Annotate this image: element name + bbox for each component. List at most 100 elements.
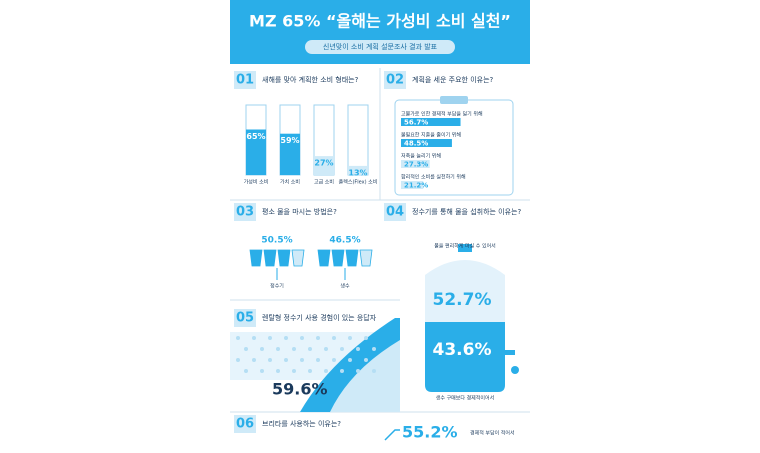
question: 정수기를 통해 물을 섭취하는 이유는? [412,207,522,216]
droplet [372,369,376,373]
cup [331,249,345,267]
reason: 저축을 늘리기 위해 [401,153,441,160]
arrow [384,429,400,441]
droplet [292,369,296,373]
droplet [276,369,280,373]
droplet [252,336,256,340]
droplet [364,336,368,340]
value-label: 27.3% [404,161,428,169]
value-label: 21.2% [404,182,428,190]
value-label: 27% [314,159,333,168]
bar-label: 고급 소비 [314,179,334,186]
droplet [300,336,304,340]
subtitle: 신년맞이 소비 계획 설문조사 결과 발표 [323,42,438,51]
cup [317,249,331,267]
tank-water [425,322,505,392]
droplet [348,336,352,340]
question: 평소 물을 마시는 방법은? [262,207,337,216]
header-band [230,0,530,64]
droplet [364,358,368,362]
question-number: 05 [236,311,254,326]
reason: 불필요한 지출을 줄이기 위해 [401,132,461,139]
value-label: 59% [280,136,299,145]
droplet [372,347,376,351]
value: 55.2% [402,423,458,442]
droplet [316,336,320,340]
number-box [234,203,256,221]
question: 렌탈형 정수기 사용 경험이 있는 응답자 [262,313,377,322]
droplet [276,347,280,351]
title: MZ 65% “올해는 가성비 소비 실천” [249,12,511,31]
cup [359,249,373,267]
droplet [356,347,360,351]
item-label: 생수 [340,283,350,290]
number-box [384,203,406,221]
top-value: 52.7% [433,290,492,310]
value-label: 46.5% [329,236,360,246]
droplet [324,369,328,373]
bottom-label: 생수 구매보다 경제적이어서 [436,395,494,402]
top-label: 물을 편리하게 마실 수 있어서 [434,243,496,250]
bar-track [347,104,369,176]
value-label: 48.5% [404,140,428,148]
question-number: 04 [386,205,404,220]
droplet [332,336,336,340]
bottom-value: 43.6% [433,340,492,360]
tap [505,350,515,355]
cup [277,249,291,267]
droplet [308,347,312,351]
droplet [308,369,312,373]
question: 계획을 세운 주요한 이유는? [412,75,494,84]
number-box [234,309,256,327]
question-number: 02 [386,73,404,88]
bar [348,165,368,175]
droplet [268,336,272,340]
bar [401,160,430,168]
droplet [316,358,320,362]
bar-label: 플렉스(Flex) 소비 [339,179,378,186]
droplet [284,336,288,340]
droplet [252,358,256,362]
droplet [348,358,352,362]
bar [401,118,461,126]
droplet [244,369,248,373]
value-label: 56.7% [404,119,428,127]
droplet [300,358,304,362]
bar [401,181,424,189]
bar [280,133,300,175]
clip [440,96,468,104]
bar [314,156,334,175]
tank-cap [458,244,472,252]
droplet [260,369,264,373]
bar-label: 가치 소비 [280,179,300,186]
droplet [332,358,336,362]
cup [249,249,263,267]
bar [401,139,452,147]
droplet [236,336,240,340]
droplet [260,347,264,351]
reason: 경제적 부담이 적어서 [470,430,515,437]
droplet [244,347,248,351]
droplet [268,358,272,362]
question-number: 01 [236,73,254,88]
droplet [324,347,328,351]
droplet [236,358,240,362]
drop [511,366,519,374]
wave [330,340,400,412]
number-box [234,71,256,89]
cup [345,249,359,267]
subtitle-pill [305,40,455,54]
droplet [340,347,344,351]
reason: 고물가로 인한 경제적 부담을 덜기 위해 [401,111,483,118]
bar [246,129,266,175]
reason: 합리적인 소비를 실천하기 위해 [401,174,466,181]
question: 브리타를 사용하는 이유는? [262,419,341,428]
question-number: 03 [236,205,254,220]
bar-label: 가성비 소비 [244,179,269,186]
droplet [284,358,288,362]
item-label: 정수기 [270,283,284,290]
question: 새해를 맞아 계획한 소비 형태는? [262,75,359,84]
cup [263,249,277,267]
number-box [384,71,406,89]
